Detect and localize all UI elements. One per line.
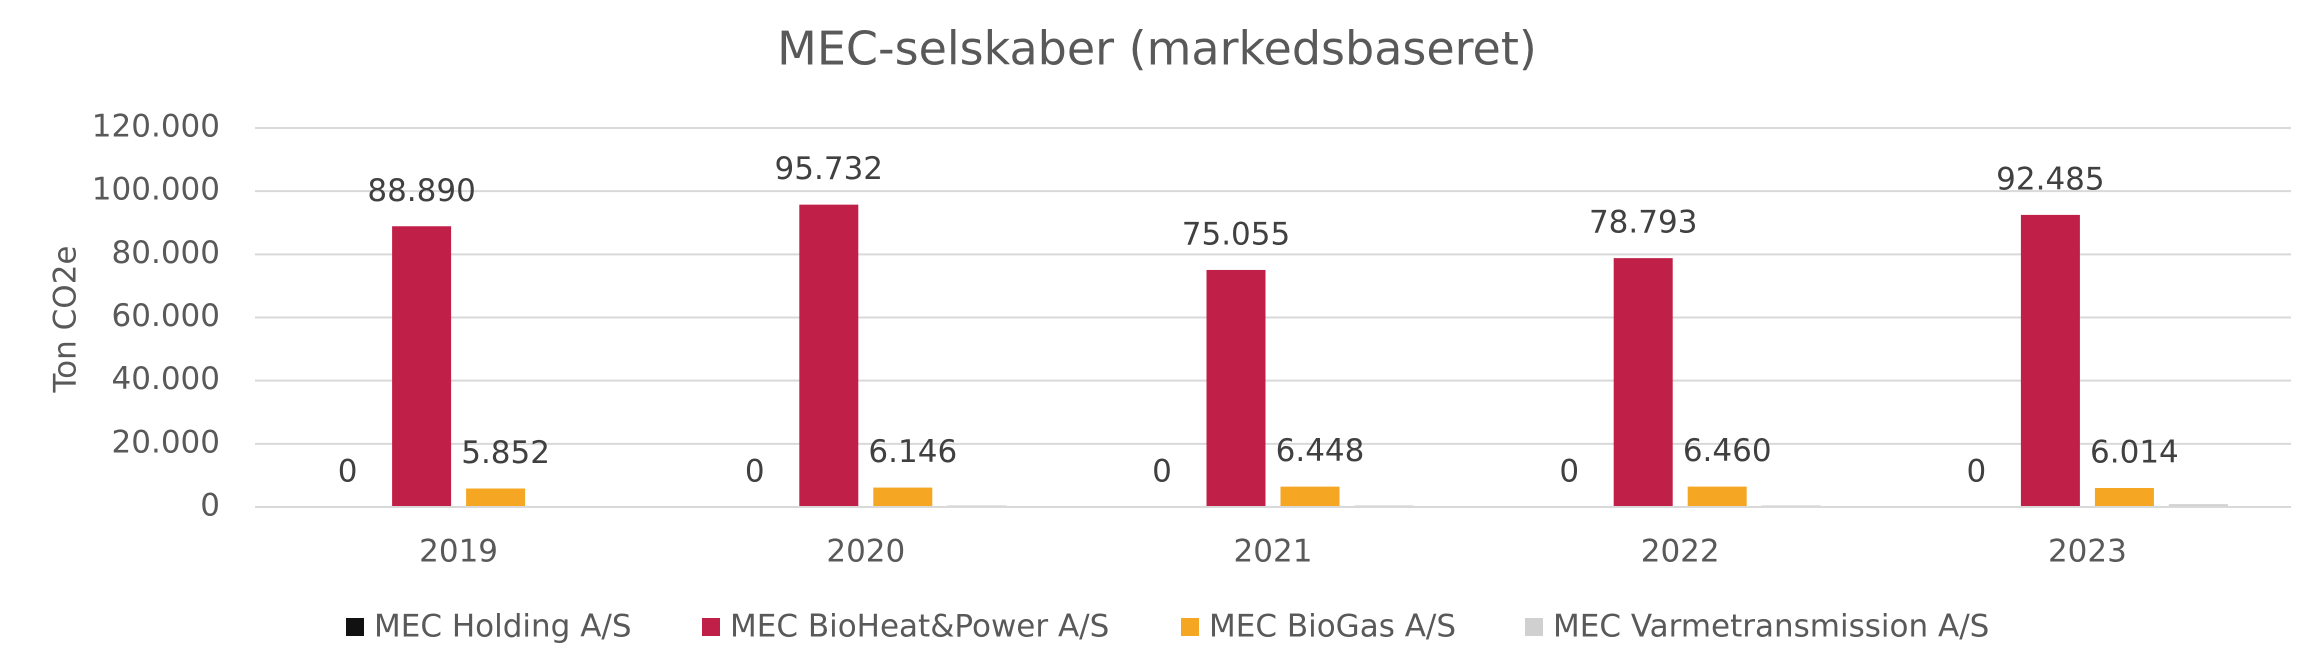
data-label: 6.448 [1276,433,1365,469]
legend-label: MEC Holding A/S [374,609,632,645]
bar [799,204,859,508]
data-label: 95.732 [775,151,883,187]
bar [2094,488,2154,507]
data-label: 6.146 [868,434,957,470]
bar [2020,214,2080,507]
legend-swatch [1525,618,1543,636]
y-tick-label: 60.000 [112,298,220,334]
data-label: 6.460 [1683,433,1772,469]
chart-title: MEC-selskaber (markedsbaseret) [777,22,1537,76]
y-tick-label: 40.000 [112,361,220,397]
y-tick-label: 80.000 [112,235,220,271]
data-label: 0 [1967,454,1987,490]
data-label: 0 [1559,454,1579,490]
bar [1280,486,1340,507]
legend-label: MEC BioHeat&Power A/S [730,609,1109,645]
y-tick-label: 120.000 [92,109,220,145]
bar [1613,258,1673,507]
x-tick-label: 2022 [1641,534,1720,570]
bar [2168,504,2228,507]
legend-label: MEC BioGas A/S [1209,609,1456,645]
data-label: 5.852 [461,435,550,471]
data-label: 0 [745,454,765,490]
y-tick-label: 0 [200,488,220,524]
legend-swatch [702,618,720,636]
data-label: 92.485 [1996,161,2104,197]
data-label: 0 [1152,454,1172,490]
data-label: 6.014 [2090,435,2179,471]
legend-label: MEC Varmetransmission A/S [1553,609,1989,645]
bar [1206,269,1266,507]
legend-swatch [346,618,364,636]
x-tick-label: 2020 [826,534,905,570]
data-label: 75.055 [1182,216,1290,252]
data-label: 88.890 [367,173,475,209]
legend-swatch [1181,618,1199,636]
x-tick-label: 2019 [419,534,498,570]
data-label: 0 [338,454,358,490]
bar [873,487,933,507]
data-label: 78.793 [1589,205,1697,241]
x-tick-label: 2023 [2048,534,2127,570]
y-axis-title: Ton CO2e [48,246,84,394]
bar [392,226,452,508]
y-tick-label: 100.000 [92,172,220,208]
bar [1687,486,1747,507]
bar [466,488,526,507]
x-tick-label: 2021 [1234,534,1313,570]
y-tick-label: 20.000 [112,424,220,460]
